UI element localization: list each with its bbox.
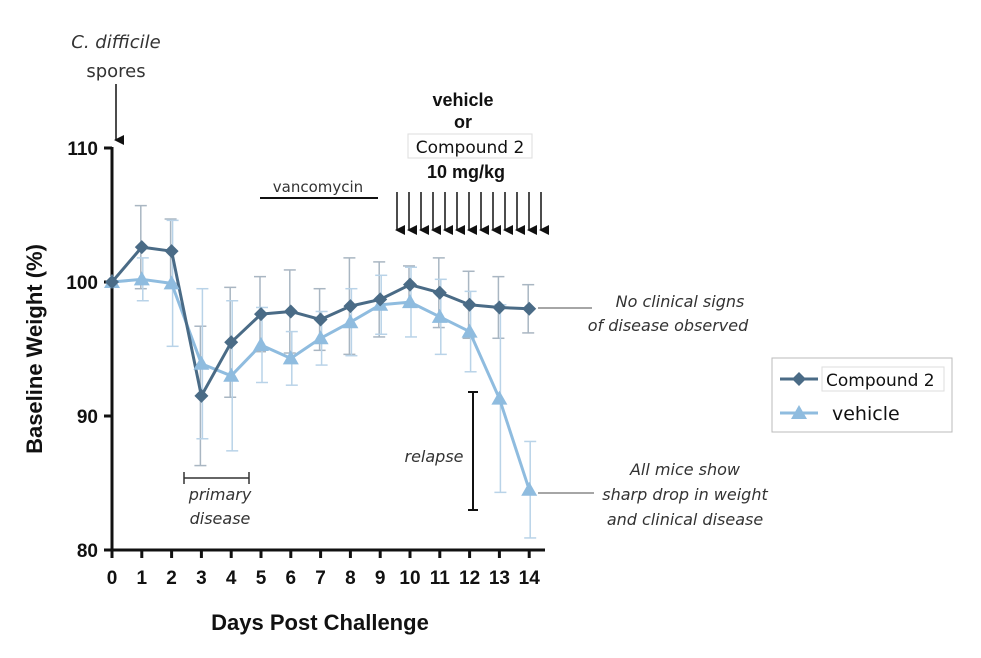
dose-arrows xyxy=(395,192,549,235)
x-tick-label: 12 xyxy=(459,568,480,589)
x-tick-label: 10 xyxy=(399,568,420,589)
legend-compound-label-box xyxy=(821,366,945,392)
vehicle-point xyxy=(133,271,150,286)
x-tick-label: 9 xyxy=(375,568,386,589)
compound-point xyxy=(134,240,149,255)
x-tick-label: 0 xyxy=(107,568,118,589)
spores-label-line2: spores xyxy=(86,61,145,82)
vehicle-point xyxy=(163,275,180,290)
compound-point xyxy=(254,307,268,322)
treatment-label-line4: 10 mg/kg xyxy=(427,162,505,182)
compound-point xyxy=(343,299,358,314)
vehicle-point xyxy=(521,481,538,496)
x-tick-label: 13 xyxy=(489,568,510,589)
compound-point xyxy=(432,285,447,300)
vehicle-point xyxy=(461,323,478,338)
y-axis-title: Baseline Weight (%) xyxy=(22,244,47,454)
compound-point xyxy=(164,244,179,259)
no-signs-line2: of disease observed xyxy=(588,316,749,335)
legend-vehicle-marker xyxy=(791,405,807,419)
series-markers xyxy=(104,240,538,496)
x-tick-label: 8 xyxy=(345,568,356,589)
drop-line1: All mice show xyxy=(629,460,741,479)
compound-point xyxy=(373,292,388,307)
vehicle-point xyxy=(282,350,299,365)
treatment-label-line2: or xyxy=(454,112,472,132)
vehicle-point xyxy=(491,390,508,405)
legend-compound-label: Compound 2 xyxy=(826,371,935,391)
compound-point xyxy=(492,300,507,315)
compound-point xyxy=(522,301,537,316)
x-tick-label: 11 xyxy=(430,568,451,589)
compound-point xyxy=(105,275,119,289)
treatment-label-line3: Compound 2 xyxy=(416,138,525,158)
drop-line3: and clinical disease xyxy=(607,510,764,529)
x-tick-label: 1 xyxy=(137,568,148,589)
vehicle-point xyxy=(193,355,210,370)
drop-line2: sharp drop in weight xyxy=(602,485,768,504)
vehicle-point xyxy=(402,294,418,309)
vehicle-point xyxy=(342,314,359,329)
x-tick-label: 7 xyxy=(315,568,326,589)
legend-compound-marker xyxy=(792,372,806,386)
primary-line2: disease xyxy=(190,509,251,528)
x-tick-label: 4 xyxy=(226,568,237,589)
y-tick-label: 80 xyxy=(77,541,98,562)
y-tick-label: 110 xyxy=(67,139,98,160)
treatment-compound-box xyxy=(407,133,533,159)
x-axis-title: Days Post Challenge xyxy=(211,610,429,635)
vehicle-point xyxy=(253,336,269,351)
vehicle-point xyxy=(312,330,329,345)
x-tick-label: 3 xyxy=(196,568,207,589)
compound-point xyxy=(313,312,328,327)
relapse-label: relapse xyxy=(404,447,463,466)
x-tick-label: 14 xyxy=(519,568,541,589)
legend: Compound 2 vehicle xyxy=(771,357,953,433)
compound-point xyxy=(194,388,209,403)
spores-label-line1: C. difficile xyxy=(71,32,160,53)
vehicle-point xyxy=(223,367,240,382)
x-tick-label: 6 xyxy=(286,568,297,589)
y-ticks: 80 90 100 110 xyxy=(66,139,112,562)
x-tick-label: 2 xyxy=(166,568,177,589)
legend-vehicle-label: vehicle xyxy=(832,403,900,425)
compound-point xyxy=(224,335,239,350)
primary-line1: primary xyxy=(188,485,252,504)
treatment-label-line1: vehicle xyxy=(432,90,493,110)
compound-point xyxy=(462,297,477,312)
vancomycin-label: vancomycin xyxy=(273,178,363,196)
y-tick-label: 100 xyxy=(66,273,98,294)
y-tick-label: 90 xyxy=(77,407,98,428)
x-tick-label: 5 xyxy=(256,568,267,589)
compound-point xyxy=(403,277,417,292)
vehicle-point xyxy=(431,308,448,323)
compound-point xyxy=(283,304,298,319)
x-ticks: 0 1 2 3 4 5 6 7 8 9 10 11 12 13 14 xyxy=(107,550,540,589)
no-signs-line1: No clinical signs xyxy=(616,292,745,311)
